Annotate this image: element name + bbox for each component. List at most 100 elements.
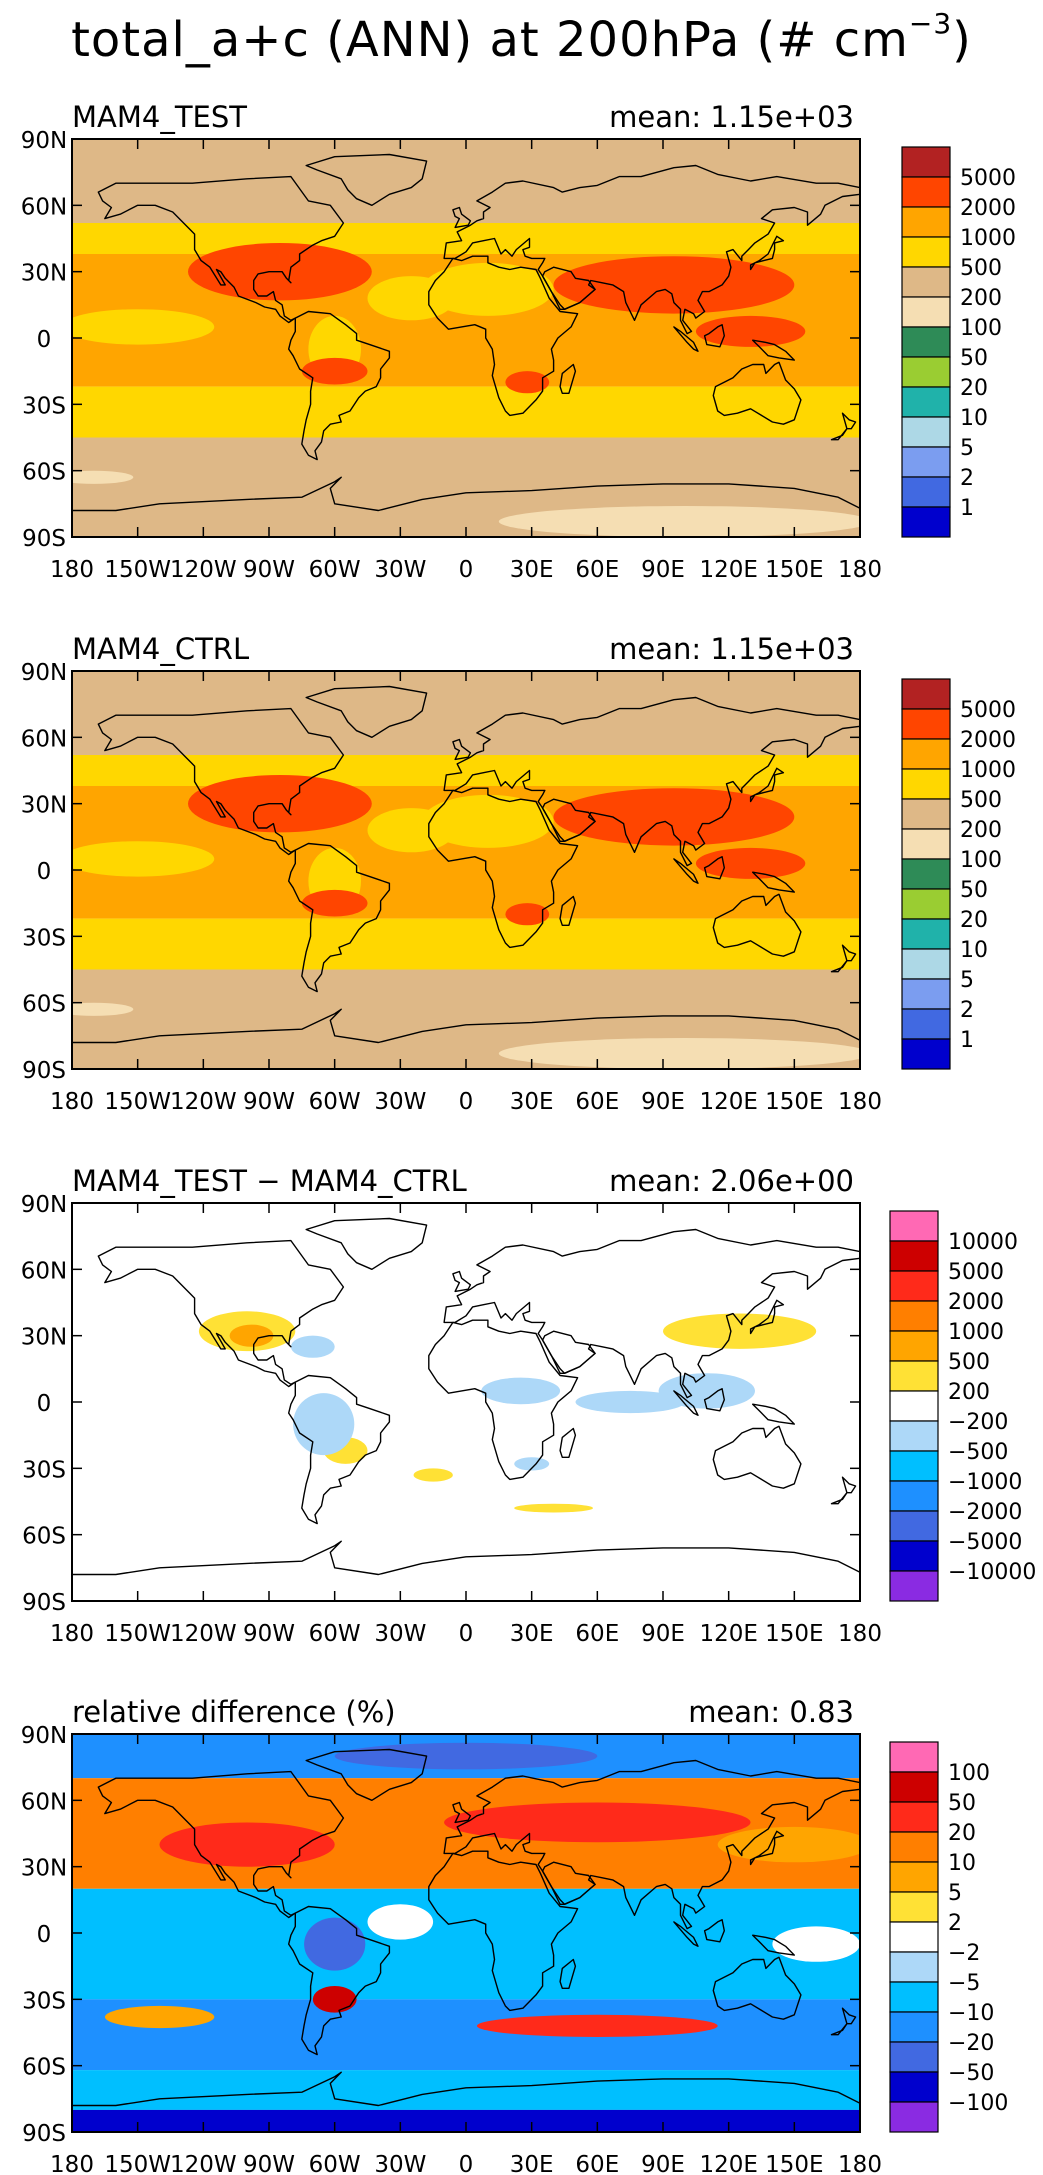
coastline-south-america — [288, 1905, 391, 2056]
lon-label: 180 — [838, 1089, 882, 1115]
legend-label: −10 — [948, 2001, 994, 2026]
lon-label: 90W — [243, 557, 295, 583]
lat-label: 30S — [22, 393, 66, 419]
coastline-borneo — [703, 856, 725, 880]
lon-label: 150W — [104, 2152, 171, 2175]
lat-label: 60N — [21, 726, 67, 752]
coastline-sumatra — [673, 326, 699, 352]
cream-patch-antarctic — [498, 1038, 860, 1069]
yellow-patch-sahara — [422, 262, 554, 316]
legend-swatch — [889, 1831, 939, 1863]
legend-swatch — [889, 2011, 939, 2043]
coastline-borneo — [703, 324, 725, 348]
lon-label: 30E — [510, 557, 554, 583]
coastline-madagascar — [559, 363, 577, 394]
legend-label: −50 — [948, 2061, 994, 2086]
legend-label: 5 — [960, 436, 974, 461]
lon-label: 0 — [459, 1089, 474, 1115]
lat-label: 30N — [21, 793, 67, 819]
legend: 5000 2000 1000 500 200 100 50 20 10 5 2 1 — [901, 678, 1016, 1070]
shaded-field — [72, 1203, 860, 1601]
coastline-europe-asia — [443, 164, 860, 335]
lat-label: 90S — [22, 1058, 66, 1084]
lon-label: 180 — [838, 1621, 882, 1647]
blue-patch-southamerica — [304, 1917, 366, 1971]
coastline-north-america — [97, 707, 345, 856]
lat-label: 30S — [22, 925, 66, 951]
figure-title-main: total_a+c (ANN) at 200hPa (# cm — [71, 12, 909, 68]
coastline-africa — [428, 787, 579, 949]
legend-swatch — [901, 146, 951, 178]
coastlines — [72, 153, 860, 512]
lon-label: 60W — [309, 557, 361, 583]
coastline-new-zealand — [830, 2007, 857, 2036]
lon-label: 90E — [641, 557, 685, 583]
legend-label: 10000 — [948, 1230, 1018, 1255]
orange-patch-pacific — [717, 1826, 860, 1863]
yellow-patch-eastpacific — [72, 841, 215, 877]
legend-label: 500 — [960, 256, 1002, 281]
tan-band-north — [72, 671, 860, 755]
coastline-new-guinea — [752, 1934, 795, 1956]
coastlines — [72, 685, 860, 1044]
legend-swatch — [889, 2041, 939, 2073]
lon-label: 30E — [510, 1089, 554, 1115]
lon-label: 180 — [50, 1089, 94, 1115]
legend-label: 2 — [948, 1911, 962, 1936]
legend-label: 100 — [960, 316, 1002, 341]
red-patch-southamerica — [312, 1986, 357, 2013]
legend-label: 5000 — [960, 166, 1016, 191]
legend-label: −500 — [948, 1440, 1008, 1465]
lon-label: 180 — [50, 1621, 94, 1647]
legend-swatch — [901, 266, 951, 298]
legend-swatch — [889, 1450, 939, 1482]
legend-label: −2 — [948, 1941, 980, 1966]
coastline-north-america — [97, 1239, 345, 1388]
legend-swatch — [889, 1891, 939, 1923]
lat-label: 90N — [21, 660, 67, 686]
legend-swatch — [901, 948, 951, 980]
coastline-borneo — [703, 1387, 725, 1412]
neg-patch-caribbean — [290, 1335, 335, 1358]
legend-label: 20 — [960, 908, 988, 933]
legend-swatch — [889, 2071, 939, 2103]
legend-label: −10000 — [948, 1560, 1036, 1585]
coastline-north-america — [97, 175, 345, 324]
red-patch-asia — [553, 788, 795, 846]
lat-label: 30N — [21, 1856, 67, 1882]
shaded-field — [72, 139, 860, 537]
coastline-arabia — [541, 1861, 596, 1906]
coastline-britain — [452, 738, 472, 761]
coastline-greenland — [305, 1217, 428, 1271]
coastline-japan — [749, 767, 785, 803]
coastline-sumatra — [673, 858, 699, 884]
lat-label: 90S — [22, 2121, 66, 2147]
figure-title-close: ) — [952, 12, 972, 68]
red-patch-southamerica — [301, 357, 368, 385]
band-tropics — [72, 1888, 860, 2000]
legend-label: 100 — [960, 848, 1002, 873]
neg-patch-indian — [575, 1390, 685, 1414]
lon-label: 120E — [699, 557, 757, 583]
lon-label: 60E — [575, 2152, 619, 2175]
lon-label: 30E — [510, 1621, 554, 1647]
legend-swatch — [901, 738, 951, 770]
coastline-greenland — [305, 685, 428, 738]
coastline-britain — [452, 206, 472, 229]
yellow-band-south — [72, 386, 860, 438]
red-patch-eurasia — [444, 1802, 751, 1843]
legend-swatch — [889, 1801, 939, 1833]
lat-label: 90N — [21, 128, 67, 154]
legend-swatch — [889, 1981, 939, 2013]
coastline-madagascar — [559, 1427, 577, 1459]
coastline-europe-asia — [443, 696, 860, 867]
pos-patch-indian — [514, 1503, 593, 1513]
legend-label: 500 — [948, 1350, 990, 1375]
panel-diff: MAM4_TEST − MAM4_CTRL mean: 2.06e+00 90N 60… — [21, 1164, 1037, 1647]
legend-swatch — [901, 356, 951, 388]
legend-label: −5 — [948, 1971, 980, 1996]
lat-label: 60N — [21, 194, 67, 220]
panel-mean: mean: 1.15e+03 — [609, 100, 854, 134]
legend-swatch — [889, 1240, 939, 1272]
legend-label: 50 — [948, 1791, 976, 1816]
